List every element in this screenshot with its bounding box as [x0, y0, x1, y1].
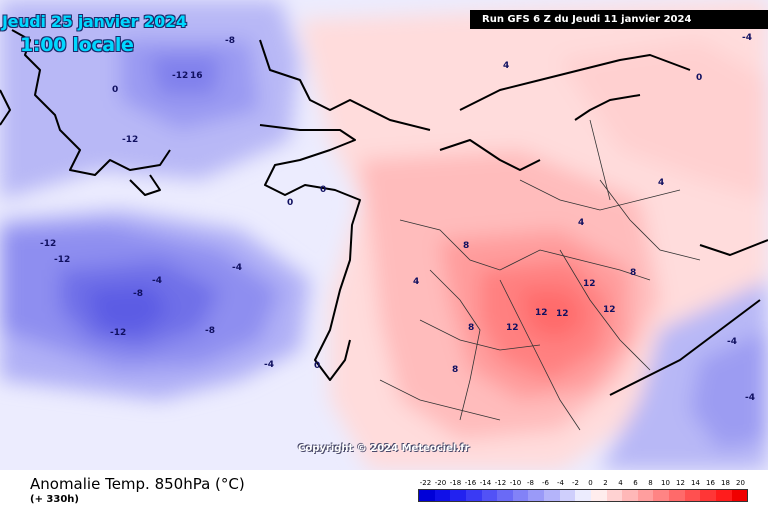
contour-label: -8 [205, 326, 215, 336]
color-legend: -22 -20 -18 -16 -14 -12 -10 -8 -6 -4 -2 0 2 4 6 8 10 12 14… [418, 479, 748, 509]
legend-color-swatch [669, 490, 685, 501]
legend-color-swatch [575, 490, 591, 501]
legend-tick-label: 12 [676, 479, 685, 487]
legend-tick-label: -18 [449, 479, 462, 487]
variable-title: Anomalie Temp. 850hPa (°C) [30, 475, 245, 493]
contour-label: -4 [264, 360, 274, 370]
legend-color-swatch [481, 490, 498, 501]
contour-label: -4 [152, 276, 162, 286]
model-run-label: Run GFS 6 Z du Jeudi 11 janvier 2024 [470, 10, 768, 29]
contour-label: 0 [320, 185, 326, 195]
legend-tick-label: -4 [557, 479, 564, 487]
legend-color-swatch [606, 490, 623, 501]
temperature-anomaly-map: -12 16 -12 -12 -12 -8 -8 -8 -4 -4 -4 -12… [0, 0, 768, 470]
contour-label: 8 [630, 268, 636, 278]
legend-color-swatch [622, 490, 638, 501]
legend-tick-label: 8 [648, 479, 653, 487]
legend-color-swatch [450, 490, 466, 501]
map-footer: Anomalie Temp. 850hPa (°C) (+ 330h) -22-… [0, 470, 768, 512]
contour-label: 0 [314, 361, 320, 371]
legend-tick-label: -8 [527, 479, 534, 487]
legend-color-swatch [544, 490, 560, 501]
contour-label: 4 [578, 218, 584, 228]
contour-label: -8 [225, 36, 235, 46]
legend-tick-label: -12 [494, 479, 507, 487]
legend-color-swatch [434, 490, 451, 501]
contour-label: -12 [122, 135, 138, 145]
legend-color-swatch [653, 490, 669, 501]
legend-tick-label: 2 [603, 479, 608, 487]
legend-color-swatch [637, 490, 654, 501]
legend-color-swatch [559, 490, 576, 501]
copyright-notice: Copyright © 2024 Meteociel.fr [298, 443, 470, 454]
legend-tick-label: -20 [434, 479, 447, 487]
contour-label: -4 [727, 337, 737, 347]
contour-label: 0 [112, 85, 118, 95]
contour-label: -4 [232, 263, 242, 273]
forecast-date: Jeudi 25 janvier 2024 [2, 12, 187, 31]
contour-label: 4 [503, 61, 509, 71]
legend-color-swatch [497, 490, 513, 501]
legend-color-swatch [512, 490, 529, 501]
legend-color-swatch [684, 490, 701, 501]
contour-label: 12 [535, 308, 548, 318]
legend-color-swatch [715, 490, 732, 501]
contour-label: 8 [468, 323, 474, 333]
contour-label: -4 [745, 393, 755, 403]
legend-tick-label: 0 [588, 479, 593, 487]
legend-tick-label: -2 [572, 479, 579, 487]
legend-tick-label: -16 [464, 479, 477, 487]
legend-tick-label: 14 [691, 479, 700, 487]
legend-color-swatch [465, 490, 482, 501]
contour-label: -12 [172, 71, 188, 81]
contour-label: -12 [40, 239, 56, 249]
legend-tick-label: 10 [661, 479, 670, 487]
forecast-time: 1:00 locale [20, 34, 134, 56]
legend-color-swatch [528, 490, 544, 501]
contour-label: -4 [742, 33, 752, 43]
legend-tick-label: 20 [736, 479, 745, 487]
contour-label: 0 [696, 73, 702, 83]
contour-label: -12 [54, 255, 70, 265]
legend-tick-label: 16 [706, 479, 715, 487]
legend-color-swatch [731, 490, 748, 501]
contour-label: 8 [452, 365, 458, 375]
contour-label: 12 [583, 279, 596, 289]
legend-color-swatch [419, 490, 435, 501]
contour-label: -8 [133, 289, 143, 299]
legend-tick-label: 4 [618, 479, 623, 487]
legend-tick-label: -22 [419, 479, 432, 487]
contour-label: 4 [658, 178, 664, 188]
lead-time: (+ 330h) [30, 494, 79, 505]
contour-label: 8 [463, 241, 469, 251]
contour-label: 4 [413, 277, 419, 287]
legend-tick-label: 6 [633, 479, 638, 487]
contour-label: 12 [556, 309, 569, 319]
contour-label: 16 [190, 71, 203, 81]
contour-label: -12 [110, 328, 126, 338]
contour-label: 12 [506, 323, 519, 333]
legend-ticks: -22 -20 -18 -16 -14 -12 -10 -8 -6 -4 -2 0 2 4 6 8 10 12 14… [418, 479, 748, 487]
legend-tick-label: 18 [721, 479, 730, 487]
legend-color-swatch [700, 490, 716, 501]
legend-tick-label: -14 [479, 479, 492, 487]
legend-tick-label: -10 [509, 479, 522, 487]
legend-colorbar [418, 489, 748, 502]
contour-label: 0 [287, 198, 293, 208]
contour-label: 12 [603, 305, 616, 315]
legend-tick-label: -6 [542, 479, 549, 487]
legend-color-swatch [590, 490, 607, 501]
